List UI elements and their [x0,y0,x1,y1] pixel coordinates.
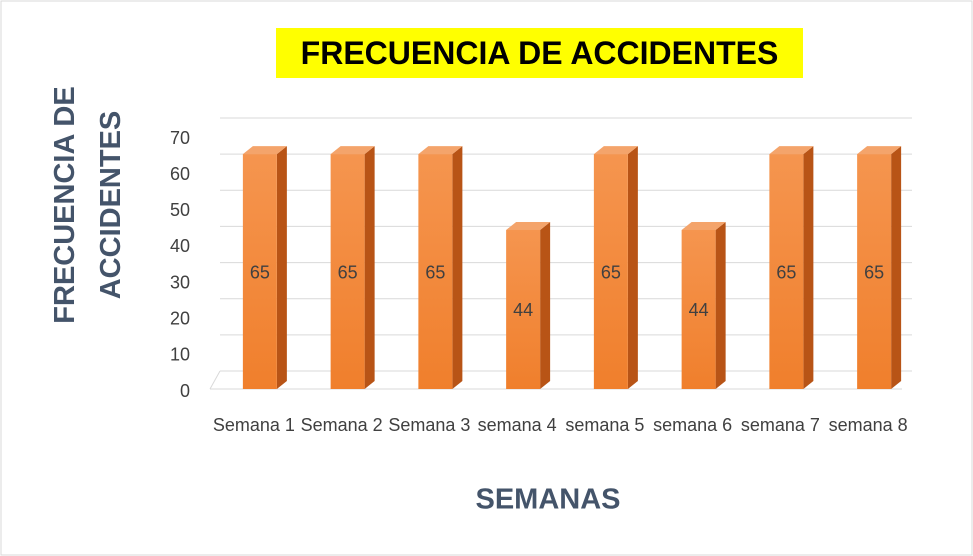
x-tick-label: Semana 2 [300,415,383,435]
data-label: 65 [250,262,270,282]
bar [418,146,463,389]
bar-front [769,154,804,389]
bar [857,146,902,389]
x-tick-label: Semana 1 [212,415,295,435]
y-tick-label: 40 [170,236,190,256]
bar-side [715,221,726,389]
data-label: 65 [425,262,445,282]
data-label: 65 [776,262,796,282]
bar [769,146,814,389]
bar [242,146,287,389]
x-tick-label: semana 7 [740,415,820,435]
data-label: 65 [601,262,621,282]
bar-front [681,229,716,389]
bar-side [540,221,551,389]
bar-top [506,221,551,230]
bar-side [891,146,902,389]
bar-front [506,229,541,389]
bar [593,146,638,389]
bar-side [452,146,463,389]
bar-front [330,154,365,389]
x-tick-label: Semana 3 [388,415,471,435]
bar-front [593,154,628,389]
bar [681,221,726,389]
bar-side [276,146,287,389]
y-tick-label: 50 [170,200,190,220]
bar-top [857,146,902,155]
bar-front [857,154,892,389]
y-tick-label: 30 [170,272,190,292]
bar-side [803,146,814,389]
bar-top [330,146,375,155]
bar-top [418,146,463,155]
bar-top [681,221,726,230]
bar [330,146,375,389]
y-axis-title: FRECUENCIA DE ACCIDENTES [49,86,127,324]
y-tick-label: 10 [170,345,190,365]
bar-top [242,146,287,155]
x-tick-label: semana 6 [653,415,733,435]
data-label: 44 [513,300,533,320]
bar-top [769,146,814,155]
bar-top [593,146,638,155]
floor-edge [209,370,221,390]
bar-front [242,154,277,389]
chart-title: FRECUENCIA DE ACCIDENTES [276,28,803,78]
y-tick-label: 60 [170,164,190,184]
bar-side [364,146,375,389]
y-tick-label: 70 [170,128,190,148]
y-tick-label: 20 [170,308,190,328]
data-label: 44 [689,300,709,320]
bar [506,221,551,389]
bar-front [418,154,453,389]
y-tick-label: 0 [180,381,190,401]
x-tick-label: semana 4 [477,415,557,435]
x-tick-label: semana 5 [565,415,645,435]
x-axis-title: SEMANAS [475,483,621,516]
data-label: 65 [338,262,358,282]
data-label: 65 [864,262,884,282]
x-tick-label: semana 8 [828,415,908,435]
bar-side [627,146,638,389]
